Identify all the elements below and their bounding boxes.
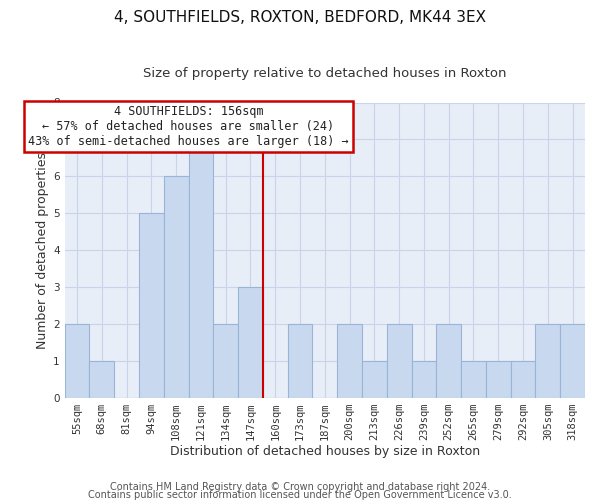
Bar: [164, 176, 188, 398]
Text: Contains public sector information licensed under the Open Government Licence v3: Contains public sector information licen…: [88, 490, 512, 500]
Bar: [65, 324, 89, 398]
Bar: [362, 361, 387, 398]
Bar: [238, 287, 263, 398]
Bar: [535, 324, 560, 398]
Bar: [560, 324, 585, 398]
Bar: [188, 140, 213, 398]
Bar: [337, 324, 362, 398]
Title: Size of property relative to detached houses in Roxton: Size of property relative to detached ho…: [143, 68, 506, 80]
Text: Contains HM Land Registry data © Crown copyright and database right 2024.: Contains HM Land Registry data © Crown c…: [110, 482, 490, 492]
Bar: [139, 214, 164, 398]
Bar: [486, 361, 511, 398]
Bar: [461, 361, 486, 398]
Text: 4 SOUTHFIELDS: 156sqm
← 57% of detached houses are smaller (24)
43% of semi-deta: 4 SOUTHFIELDS: 156sqm ← 57% of detached …: [28, 105, 349, 148]
Bar: [287, 324, 313, 398]
Bar: [213, 324, 238, 398]
Bar: [89, 361, 114, 398]
Text: 4, SOUTHFIELDS, ROXTON, BEDFORD, MK44 3EX: 4, SOUTHFIELDS, ROXTON, BEDFORD, MK44 3E…: [114, 10, 486, 25]
Bar: [436, 324, 461, 398]
Bar: [387, 324, 412, 398]
X-axis label: Distribution of detached houses by size in Roxton: Distribution of detached houses by size …: [170, 444, 480, 458]
Bar: [412, 361, 436, 398]
Y-axis label: Number of detached properties: Number of detached properties: [36, 152, 49, 348]
Bar: [511, 361, 535, 398]
